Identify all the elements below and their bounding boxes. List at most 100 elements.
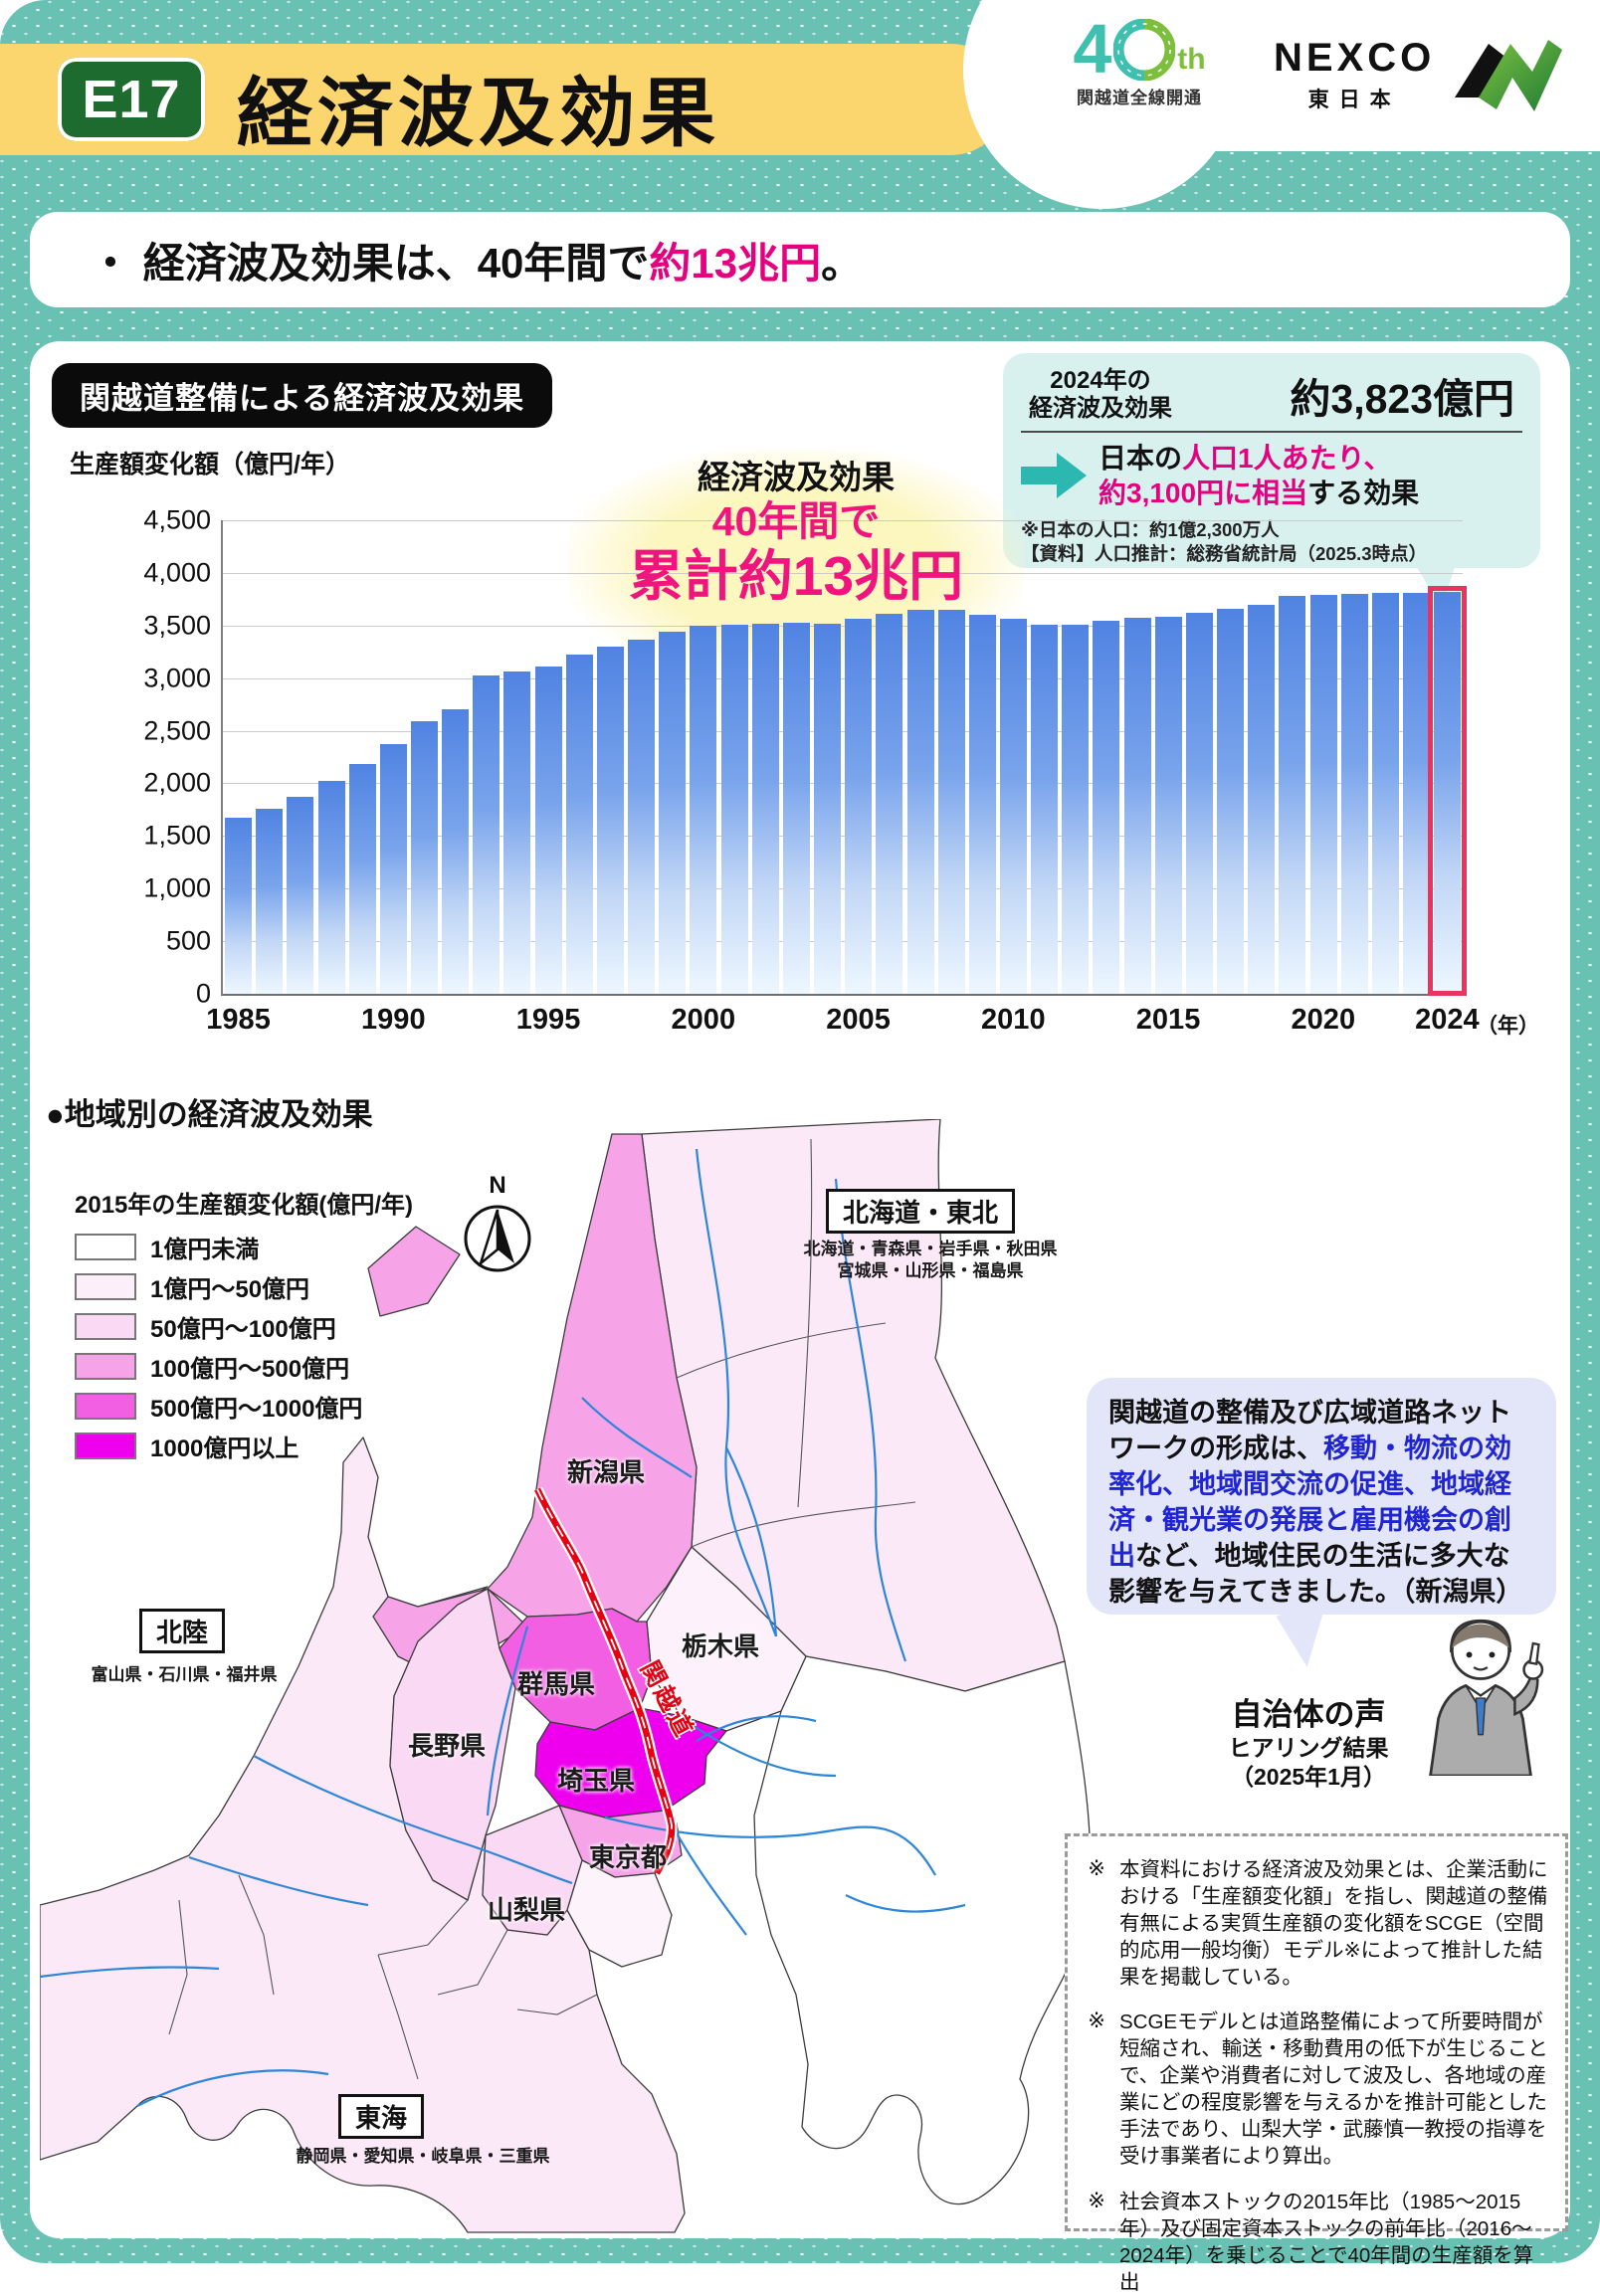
bar-1996 (565, 655, 593, 994)
anniv-ring-icon (1113, 19, 1176, 81)
bar-2019 (1279, 596, 1306, 994)
gridline (223, 520, 1463, 521)
map-label-sub: 北海道・青森県・岩手県・秋田県 宮城県・山形県・福島県 (803, 1240, 1058, 1281)
x-tick-2000: 2000 (671, 1004, 736, 1036)
section-title: 関越道整備による経済波及効果 (52, 363, 553, 428)
y-tick-label: 3,500 (143, 610, 211, 641)
bar-2022 (1371, 593, 1399, 994)
lead-suffix: 。 (821, 239, 864, 287)
kanetsu-route (532, 1486, 678, 1876)
callout-2024: 2024年の 経済波及効果 約3,823億円 日本の人口1人あたり、 約3,100円… (1003, 353, 1540, 568)
footnote-text: 本資料における経済波及効果とは、企業活動における「生産額変化額」を指し、関越道の… (1119, 1858, 1548, 1990)
map-label-box: 北海道・東北 (826, 1189, 1016, 1234)
person-icon (1428, 1619, 1544, 1778)
bar-1990 (379, 744, 407, 994)
lead-prefix: 経済波及効果は、40年間で (142, 239, 650, 287)
bar-2006 (876, 614, 903, 994)
40th-anniversary-logo: 4 th 関越道全線開通 (1035, 14, 1244, 108)
footnote-text: SCGEモデルとは道路整備によって所要時間が短縮され、輸送・移動費用の低下が生じ… (1119, 2010, 1548, 2169)
prefecture-borders (168, 1138, 916, 2080)
bar-2003 (782, 622, 810, 994)
y-tick-label: 4,500 (143, 504, 211, 535)
compass-n-label: N (489, 1172, 506, 1199)
y-tick-label: 0 (195, 978, 211, 1009)
region-map: 北海道・東北 北海道・青森県・岩手県・秋田県 宮城県・山形県・福島県 新潟県 北陸 富山… (40, 1119, 1164, 2233)
footnote: ※ 社会資本ストックの2015年比（1985～2015年）及び固定資本ストックの前… (1084, 2189, 1549, 2296)
bar-1994 (503, 671, 531, 994)
map-label-pref: 山梨県 (488, 1895, 566, 1925)
japan-map-svg (40, 1119, 1092, 2233)
bar-2004 (814, 623, 842, 994)
callout-notes: ※日本の人口：約1億2,300万人 【資料】人口推計：総務省統計局（2025.3時… (1021, 519, 1428, 565)
y-tick-label: 2,000 (143, 767, 211, 798)
x-tick-2010: 2010 (981, 1004, 1046, 1036)
x-tick-2015: 2015 (1135, 1004, 1201, 1036)
bar-1995 (534, 667, 562, 994)
y-tick-label: 3,000 (143, 663, 211, 693)
region-tochigi (646, 1546, 807, 1732)
bar-2017 (1217, 608, 1245, 994)
region-kanto-east (753, 1655, 1092, 2205)
nexco-sub: 東日本 (1307, 89, 1401, 111)
map-label-box: 東海 (338, 2094, 425, 2139)
bar-1987 (287, 797, 314, 994)
legend-swatch (75, 1234, 136, 1260)
region-kanagawa (566, 1859, 673, 1968)
bar-2009 (968, 615, 996, 994)
footnotes-box: ※ 本資料における経済波及効果とは、企業活動における「生産額変化額」を指し、関越道… (1065, 1833, 1568, 2294)
voice-sub: ヒアリング結果 （2025年1月） (1228, 1735, 1389, 1790)
arrow-right-icon (1021, 453, 1087, 498)
voice-bubble: 関越道の整備及び広域道路ネットワークの形成は、移動・物流の効率化、地域間交流の促… (1087, 1378, 1556, 1615)
bar-1999 (659, 632, 687, 994)
bar-2014 (1123, 618, 1151, 994)
bar-2002 (751, 623, 779, 994)
bar-2018 (1248, 604, 1276, 994)
route-number-badge: E17 (58, 58, 205, 141)
nexco-mark-icon (1455, 40, 1563, 111)
callout-body: 日本の人口1人あたり、 約3,100円に相当する効果 (1099, 443, 1420, 508)
gridline (223, 625, 1463, 627)
gridline (223, 836, 1463, 838)
legend-label: 1000億円以上 (150, 1435, 300, 1462)
x-tick-1995: 1995 (515, 1004, 581, 1036)
legend-label: 1億円～50億円 (150, 1276, 310, 1303)
annotation-line2: 40年間で (711, 498, 881, 544)
footnote: ※ 本資料における経済波及効果とは、企業活動における「生産額変化額」を指し、関越道… (1084, 1856, 1549, 1991)
gridline (223, 730, 1463, 732)
bar-2010 (999, 619, 1027, 994)
legend-item: 50億円～100億円 (75, 1309, 413, 1344)
x-tick-2024: 2024 (1415, 1004, 1480, 1036)
bar-2005 (845, 619, 873, 994)
chart-annotation: 経済波及効果 40年間で 累計約13兆円 (567, 451, 1025, 608)
rivers-and-roads (40, 1148, 966, 2107)
legend-item: 1億円未満 (75, 1230, 413, 1264)
bar-1998 (628, 639, 656, 994)
legend-label: 50億円～100億円 (150, 1316, 336, 1343)
map-label-pref: 長野県 (408, 1731, 487, 1761)
bar-1991 (411, 721, 439, 994)
map-label-sub: 富山県・石川県・福井県 (91, 1665, 278, 1684)
lead-bullet: ・ (90, 239, 132, 287)
map-section-heading: ●地域別の経済波及効果 (46, 1097, 373, 1132)
main-panel: 関越道整備による経済波及効果 2024年の 経済波及効果 約3,823億円 日本の… (30, 341, 1570, 2294)
legend-label: 500億円～1000億円 (150, 1396, 363, 1423)
legend-swatch (75, 1313, 136, 1340)
bar-1997 (596, 646, 624, 994)
map-label-pref: 群馬県 (517, 1669, 596, 1699)
bar-2001 (720, 624, 748, 994)
annotation-line1: 経済波及効果 (698, 459, 895, 495)
y-tick-label: 2,500 (143, 715, 211, 746)
map-label-box: 北陸 (139, 1609, 226, 1653)
x-tick-2020: 2020 (1291, 1004, 1356, 1036)
bar-2016 (1185, 613, 1213, 994)
y-tick-label: 4,000 (143, 557, 211, 588)
footnote-marker: ※ (1088, 1857, 1105, 1880)
footnote: ※ SCGEモデルとは道路整備によって所要時間が短縮され、輸送・移動費用の低下が生… (1084, 2009, 1549, 2170)
legend-swatch (75, 1273, 136, 1300)
y-axis-label: 生産額変化額（億円/年） (70, 451, 350, 478)
nexco-logo: NEXCO 東日本 (1274, 28, 1566, 123)
bar-chart: 0 500 1,000 1,500 2,000 2,500 3,000 3,500 4,000 4… (143, 505, 1539, 1039)
voice-title: 自治体の声 (1231, 1697, 1386, 1732)
bar-2012 (1062, 624, 1090, 994)
bar-2008 (937, 609, 965, 994)
